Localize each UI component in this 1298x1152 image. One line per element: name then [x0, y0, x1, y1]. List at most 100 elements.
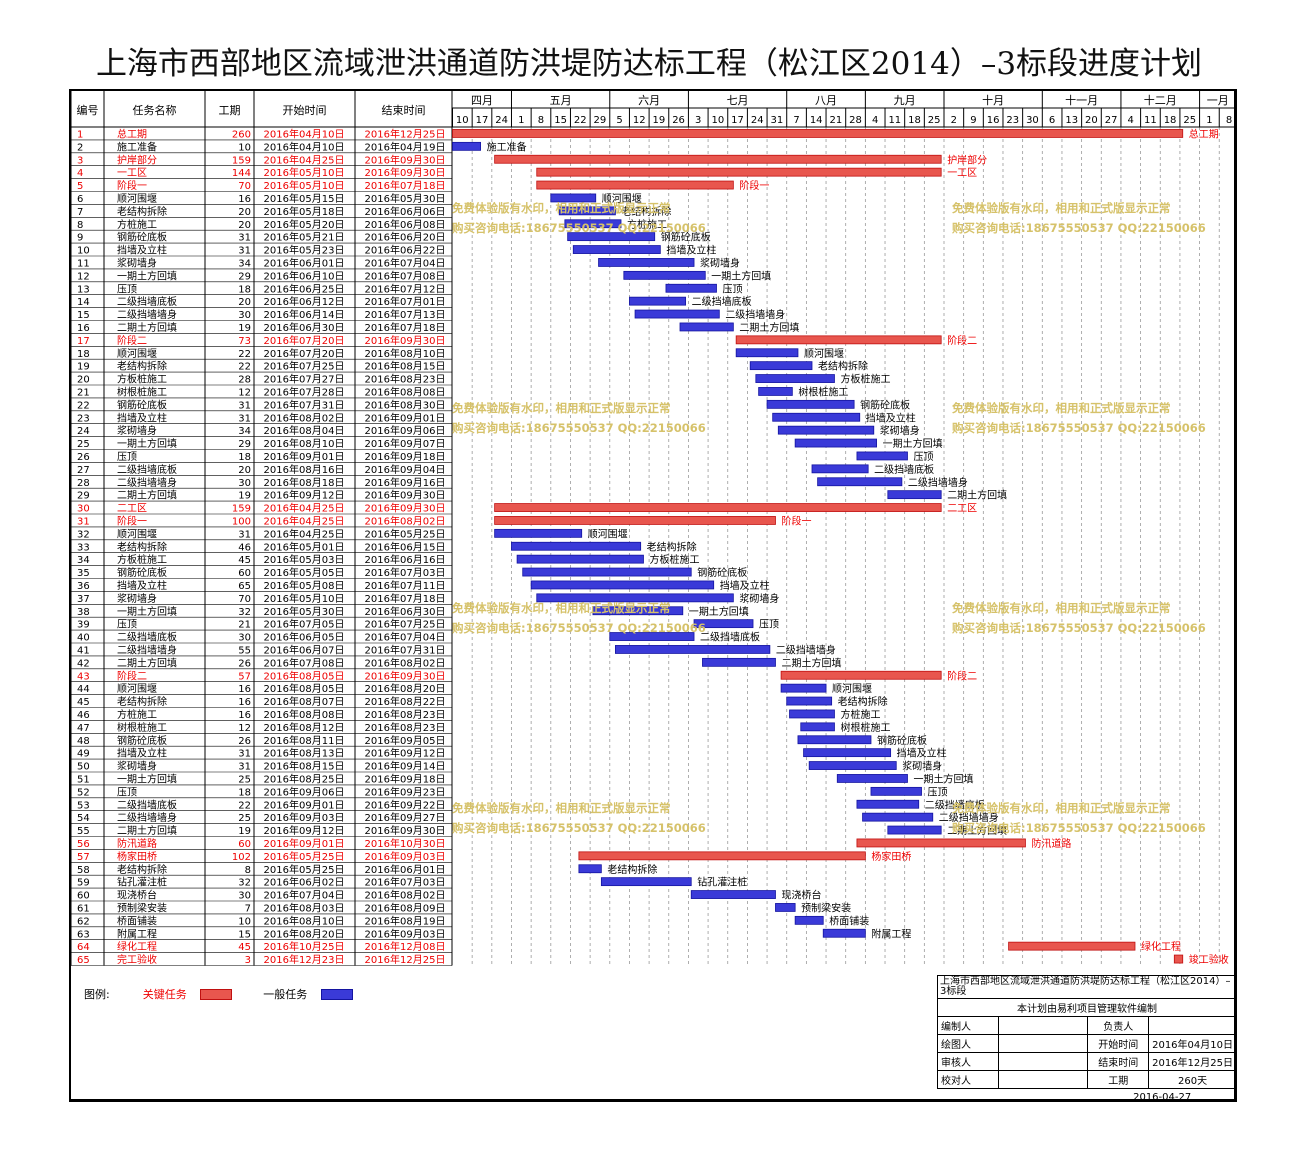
task-name: 二级挡墙墙身: [117, 811, 177, 824]
task-name: 施工准备: [117, 140, 157, 153]
task-days: 159: [232, 504, 251, 515]
task-start: 2016年07月25日: [264, 360, 345, 373]
task-name: 二期土方回填: [117, 824, 177, 837]
task-bar: [735, 335, 942, 345]
task-name: 一期土方回填: [117, 269, 177, 282]
task-days: 31: [238, 233, 251, 244]
month-label: 十二月: [1144, 93, 1177, 107]
bar-label: 阶段一: [781, 515, 811, 528]
task-name: 阶段一: [117, 179, 147, 192]
task-bar: [789, 709, 835, 719]
task-id: 30: [77, 504, 90, 515]
task-id: 1: [77, 130, 83, 141]
task-bar: [511, 541, 642, 551]
task-bar: [803, 748, 892, 758]
task-start: 2016年05月21日: [264, 231, 345, 244]
task-name: 挡墙及立柱: [117, 747, 167, 760]
task-name: 压顶: [117, 786, 137, 798]
info-cell: 负责人: [1087, 1016, 1150, 1035]
task-start: 2016年08月04日: [264, 424, 345, 437]
task-end: 2016年08月20日: [365, 682, 446, 695]
task-id: 28: [77, 478, 90, 489]
bar-label: 浆砌墙身: [700, 257, 740, 270]
task-start: 2016年06月12日: [264, 295, 345, 308]
task-days: 10: [238, 142, 251, 153]
task-end: 2016年09月30日: [365, 166, 446, 179]
task-start: 2016年08月05日: [264, 682, 345, 695]
week-label: 24: [495, 115, 508, 126]
task-bar: [797, 735, 872, 745]
task-name: 现浇桥台: [117, 889, 157, 902]
task-start: 2016年06月30日: [264, 321, 345, 334]
task-days: 46: [238, 542, 251, 553]
task-start: 2016年04月25日: [264, 153, 345, 166]
task-start: 2016年08月20日: [264, 927, 345, 940]
task-end: 2016年09月23日: [365, 785, 446, 798]
task-start: 2016年09月12日: [264, 824, 345, 837]
week-label: 29: [594, 115, 607, 126]
task-days: 31: [238, 413, 251, 424]
task-start: 2016年07月28日: [264, 386, 345, 399]
watermark-line1: 免费体验版有水印，相用和正式版显示正常: [952, 401, 1171, 415]
task-days: 16: [238, 697, 251, 708]
info-date: 2016-04-27: [1087, 1088, 1237, 1106]
task-days: 57: [238, 671, 251, 682]
task-start: 2016年05月23日: [264, 244, 345, 257]
week-label: 22: [574, 115, 587, 126]
info-cell: 260天: [1148, 1070, 1237, 1089]
month-label: 十月: [982, 93, 1004, 107]
task-bar: [592, 606, 684, 616]
bar-label: 方板桩施工: [649, 553, 699, 566]
task-end: 2016年07月04日: [365, 631, 446, 644]
task-bar: [494, 503, 942, 512]
task-start: 2016年07月04日: [264, 889, 345, 902]
task-days: 260: [232, 130, 251, 141]
task-start: 2016年05月15日: [264, 192, 345, 205]
task-bar: [856, 451, 908, 461]
task-days: 20: [238, 207, 251, 218]
task-days: 26: [238, 736, 251, 747]
task-end: 2016年07月12日: [365, 282, 446, 295]
bar-label: 二期土方回填: [781, 656, 841, 669]
task-id: 63: [77, 929, 90, 940]
task-bar: [800, 722, 835, 732]
task-id: 3: [77, 155, 83, 166]
task-bar: [780, 683, 827, 693]
week-label: 24: [751, 115, 764, 126]
task-days: 55: [238, 646, 251, 657]
task-id: 35: [77, 568, 90, 579]
task-end: 2016年09月04日: [365, 463, 446, 476]
task-days: 31: [238, 529, 251, 540]
task-days: 30: [238, 310, 251, 321]
task-days: 29: [238, 439, 251, 450]
task-id: 12: [77, 271, 90, 282]
week-label: 12: [633, 115, 646, 126]
bar-label: 二期土方回填: [739, 321, 799, 334]
task-id: 15: [77, 310, 90, 321]
bar-label: 老结构拆除: [647, 540, 697, 553]
task-start: 2016年05月20日: [264, 218, 345, 231]
task-end: 2016年09月16日: [365, 476, 446, 489]
task-days: 30: [238, 633, 251, 644]
task-bar: [794, 438, 877, 448]
week-label: 13: [1065, 115, 1078, 126]
task-bar: [862, 812, 934, 822]
task-days: 159: [232, 155, 251, 166]
task-end: 2016年08月09日: [365, 902, 446, 915]
bar-label: 阶段一: [739, 179, 769, 192]
task-id: 45: [77, 697, 90, 708]
task-id: 11: [77, 259, 90, 270]
month-label: 六月: [638, 94, 660, 107]
task-start: 2016年08月25日: [264, 773, 345, 786]
task-days: 8: [245, 865, 251, 876]
task-bar: [817, 477, 903, 487]
task-name: 老结构拆除: [117, 205, 167, 218]
bar-label: 浆砌墙身: [902, 760, 942, 773]
task-start: 2016年07月08日: [264, 656, 345, 669]
task-bar: [572, 245, 661, 254]
task-id: 13: [77, 284, 90, 295]
task-name: 压顶: [117, 619, 137, 631]
task-id: 59: [77, 878, 90, 889]
task-bar: [452, 141, 481, 151]
